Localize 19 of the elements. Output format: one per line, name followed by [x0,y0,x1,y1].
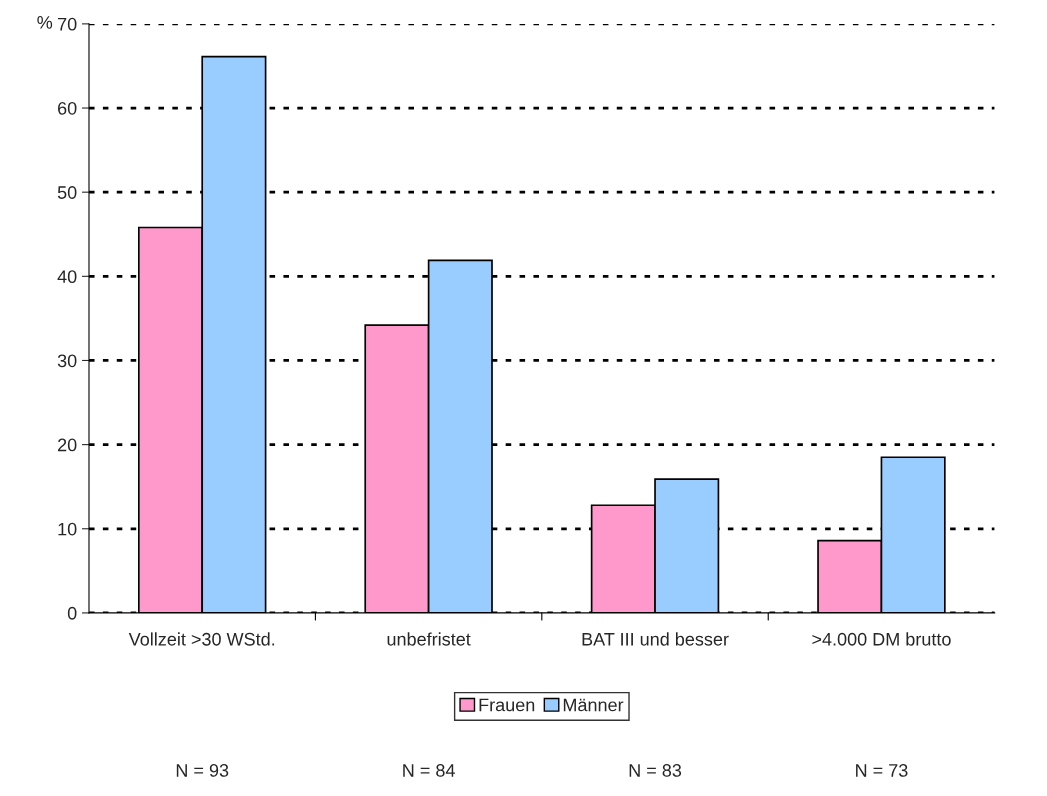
y-tick-label: 0 [67,606,77,620]
y-axis-title: % [37,16,53,29]
text: N = 73 [856,764,908,777]
y-tick-label: 50 [57,186,77,199]
legend-label: Frauen [479,698,535,712]
y-tick-label: 70 [58,17,77,31]
y-tick-label: 40 [57,270,77,284]
text: N = 83 [629,764,682,777]
x-tick-label: BAT III und besser [582,632,729,646]
y-tick-label: 20 [58,438,77,452]
y-tick-label: 10 [58,522,77,536]
x-tick-label: >4.000 DM brutto [812,632,951,646]
text: N = 93 [176,764,229,777]
legend-label: Männer [563,698,624,712]
x-tick-label: Vollzeit >30 WStd. [128,632,275,646]
y-tick-label: 30 [57,354,77,368]
y-tick-label: 60 [58,101,77,115]
x-tick-label: unbefristet [387,632,471,646]
text: N = 84 [403,764,455,777]
